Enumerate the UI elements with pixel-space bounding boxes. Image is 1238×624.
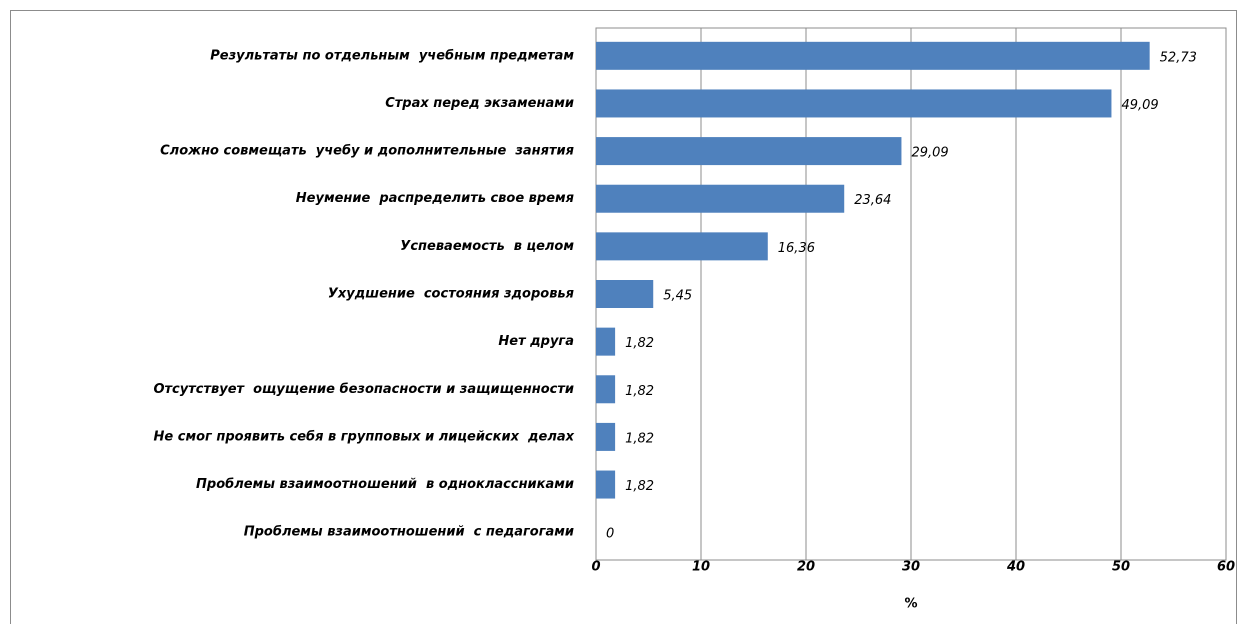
data-label: 0 bbox=[606, 527, 614, 542]
data-label: 23,64 bbox=[854, 193, 891, 208]
data-label: 52,73 bbox=[1160, 50, 1197, 65]
y-tick-label: Результаты по отдельным учебным предмета… bbox=[210, 48, 574, 63]
x-tick-label: 0 bbox=[591, 560, 600, 575]
x-tick-label: 10 bbox=[692, 560, 710, 575]
y-tick-label: Страх перед экзаменами bbox=[385, 96, 574, 111]
chart-frame bbox=[10, 10, 1237, 624]
x-axis-label: % bbox=[904, 597, 917, 612]
data-label: 1,82 bbox=[625, 384, 654, 399]
y-tick-label: Отсутствует ощущение безопасности и защи… bbox=[153, 382, 574, 397]
x-tick-label: 40 bbox=[1006, 560, 1025, 575]
bar bbox=[596, 184, 845, 213]
bar bbox=[596, 375, 616, 404]
data-label: 1,82 bbox=[625, 336, 654, 351]
bar bbox=[596, 280, 654, 308]
y-tick-label: Не смог проявить себя в групповых и лице… bbox=[154, 429, 575, 444]
x-tick-label: 60 bbox=[1217, 560, 1235, 575]
bar bbox=[596, 327, 616, 356]
y-tick-label: Успеваемость в целом bbox=[400, 239, 574, 254]
data-label: 1,82 bbox=[625, 479, 654, 494]
x-tick-label: 20 bbox=[797, 560, 815, 575]
data-label: 29,09 bbox=[911, 146, 948, 161]
y-tick-label: Сложно совмещать учебу и дополнительные … bbox=[160, 144, 574, 159]
data-label: 1,82 bbox=[625, 431, 654, 446]
x-tick-label: 30 bbox=[902, 560, 920, 575]
y-tick-label: Нет друга bbox=[498, 334, 574, 349]
bar bbox=[596, 137, 902, 166]
y-tick-label: Проблемы взаимоотношений с педагогами bbox=[244, 525, 574, 540]
bar bbox=[596, 41, 1150, 70]
data-label: 49,09 bbox=[1121, 98, 1158, 113]
data-label: 16,36 bbox=[778, 241, 815, 256]
y-tick-label: Ухудшение состояния здоровья bbox=[328, 287, 574, 302]
bar bbox=[596, 89, 1112, 118]
bar bbox=[596, 470, 616, 499]
bar bbox=[596, 232, 768, 261]
data-label: 5,45 bbox=[663, 289, 692, 304]
x-tick-label: 50 bbox=[1112, 560, 1130, 575]
y-tick-label: Неумение распределить свое время bbox=[296, 191, 574, 206]
y-tick-label: Проблемы взаимоотношений в одноклассника… bbox=[196, 477, 574, 492]
bar bbox=[596, 422, 616, 451]
